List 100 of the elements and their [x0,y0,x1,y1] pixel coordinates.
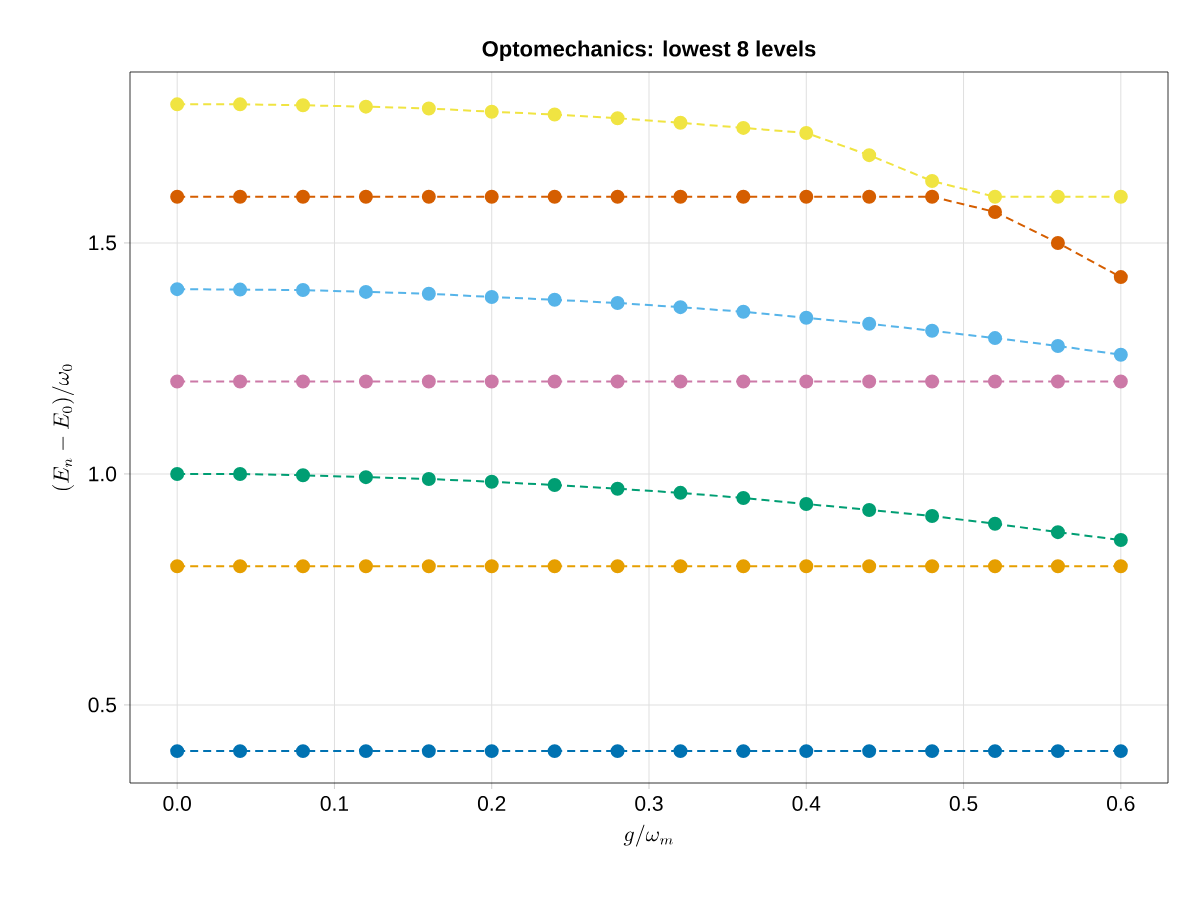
point [673,559,688,574]
point [988,744,1002,759]
point [296,189,310,204]
point [925,744,940,759]
point [673,374,688,389]
chart-title: Optomechanics: lowest 8 levels [482,40,816,61]
point [799,744,814,759]
point [736,189,751,204]
point [1050,559,1065,574]
point [1113,744,1128,759]
point [736,490,751,505]
point [296,98,310,113]
point [233,189,248,204]
point [233,97,248,112]
point [673,744,688,759]
point [233,559,248,574]
point [736,559,751,574]
point [799,374,814,389]
point [610,111,625,126]
point [358,744,373,759]
point [799,125,814,140]
point [610,744,625,759]
point [1113,374,1128,389]
point [170,466,185,481]
point [421,189,436,204]
point [484,559,499,574]
point [547,744,562,759]
point [610,481,625,496]
point [925,174,940,189]
point [988,516,1002,531]
point [673,485,688,500]
point [610,295,625,310]
point [547,559,562,574]
point [862,744,877,759]
x-tick-label: 0.1 [320,796,349,811]
point [547,292,562,307]
point [610,189,625,204]
point [988,559,1002,574]
x-tick-label: 0.3 [635,796,663,811]
point [1113,270,1128,285]
x-tick-label: 0.0 [163,796,191,811]
point [799,496,814,511]
point [233,282,248,297]
point [988,204,1002,219]
point [484,104,499,119]
point [296,374,310,389]
point [673,300,688,315]
point [1050,525,1065,540]
point [673,189,688,204]
point [484,289,499,304]
point [799,559,814,574]
point [484,474,499,489]
y-axis-title: $(E_n - E_0)/\omega_0$ [52,364,74,491]
point [170,97,185,112]
point [296,468,310,483]
point [421,744,436,759]
point [862,502,877,517]
point [799,310,814,325]
x-axis-title: $g/\omega_m$ [623,824,673,847]
point [1050,235,1065,250]
point [925,189,940,204]
point [233,744,248,759]
point [925,374,940,389]
point [1113,559,1128,574]
point [421,559,436,574]
point [421,472,436,487]
y-tick-label: 1.0 [89,466,117,482]
point [736,120,751,135]
point [170,559,185,574]
point [610,374,625,389]
point [1113,189,1128,204]
point [799,189,814,204]
point [358,189,373,204]
y-tick-label: 1.5 [89,235,117,251]
point [358,374,373,389]
point [233,374,248,389]
point [1050,338,1065,353]
point [736,744,751,759]
point [547,478,562,493]
point [547,189,562,204]
point [862,148,877,163]
point [547,374,562,389]
point [988,331,1002,346]
point [862,189,877,204]
x-tick-label: 0.4 [792,796,821,811]
point [547,107,562,122]
point [170,744,185,759]
point [925,508,940,523]
x-tick-label: 0.6 [1107,796,1135,811]
point [484,744,499,759]
x-tick-label: 0.2 [477,796,506,811]
point [484,374,499,389]
point [988,189,1002,204]
point [673,115,688,130]
point [358,99,373,114]
y-tick-label: 0.5 [88,697,117,713]
point [421,101,436,116]
point [862,316,877,331]
point [988,374,1002,389]
point [358,559,373,574]
